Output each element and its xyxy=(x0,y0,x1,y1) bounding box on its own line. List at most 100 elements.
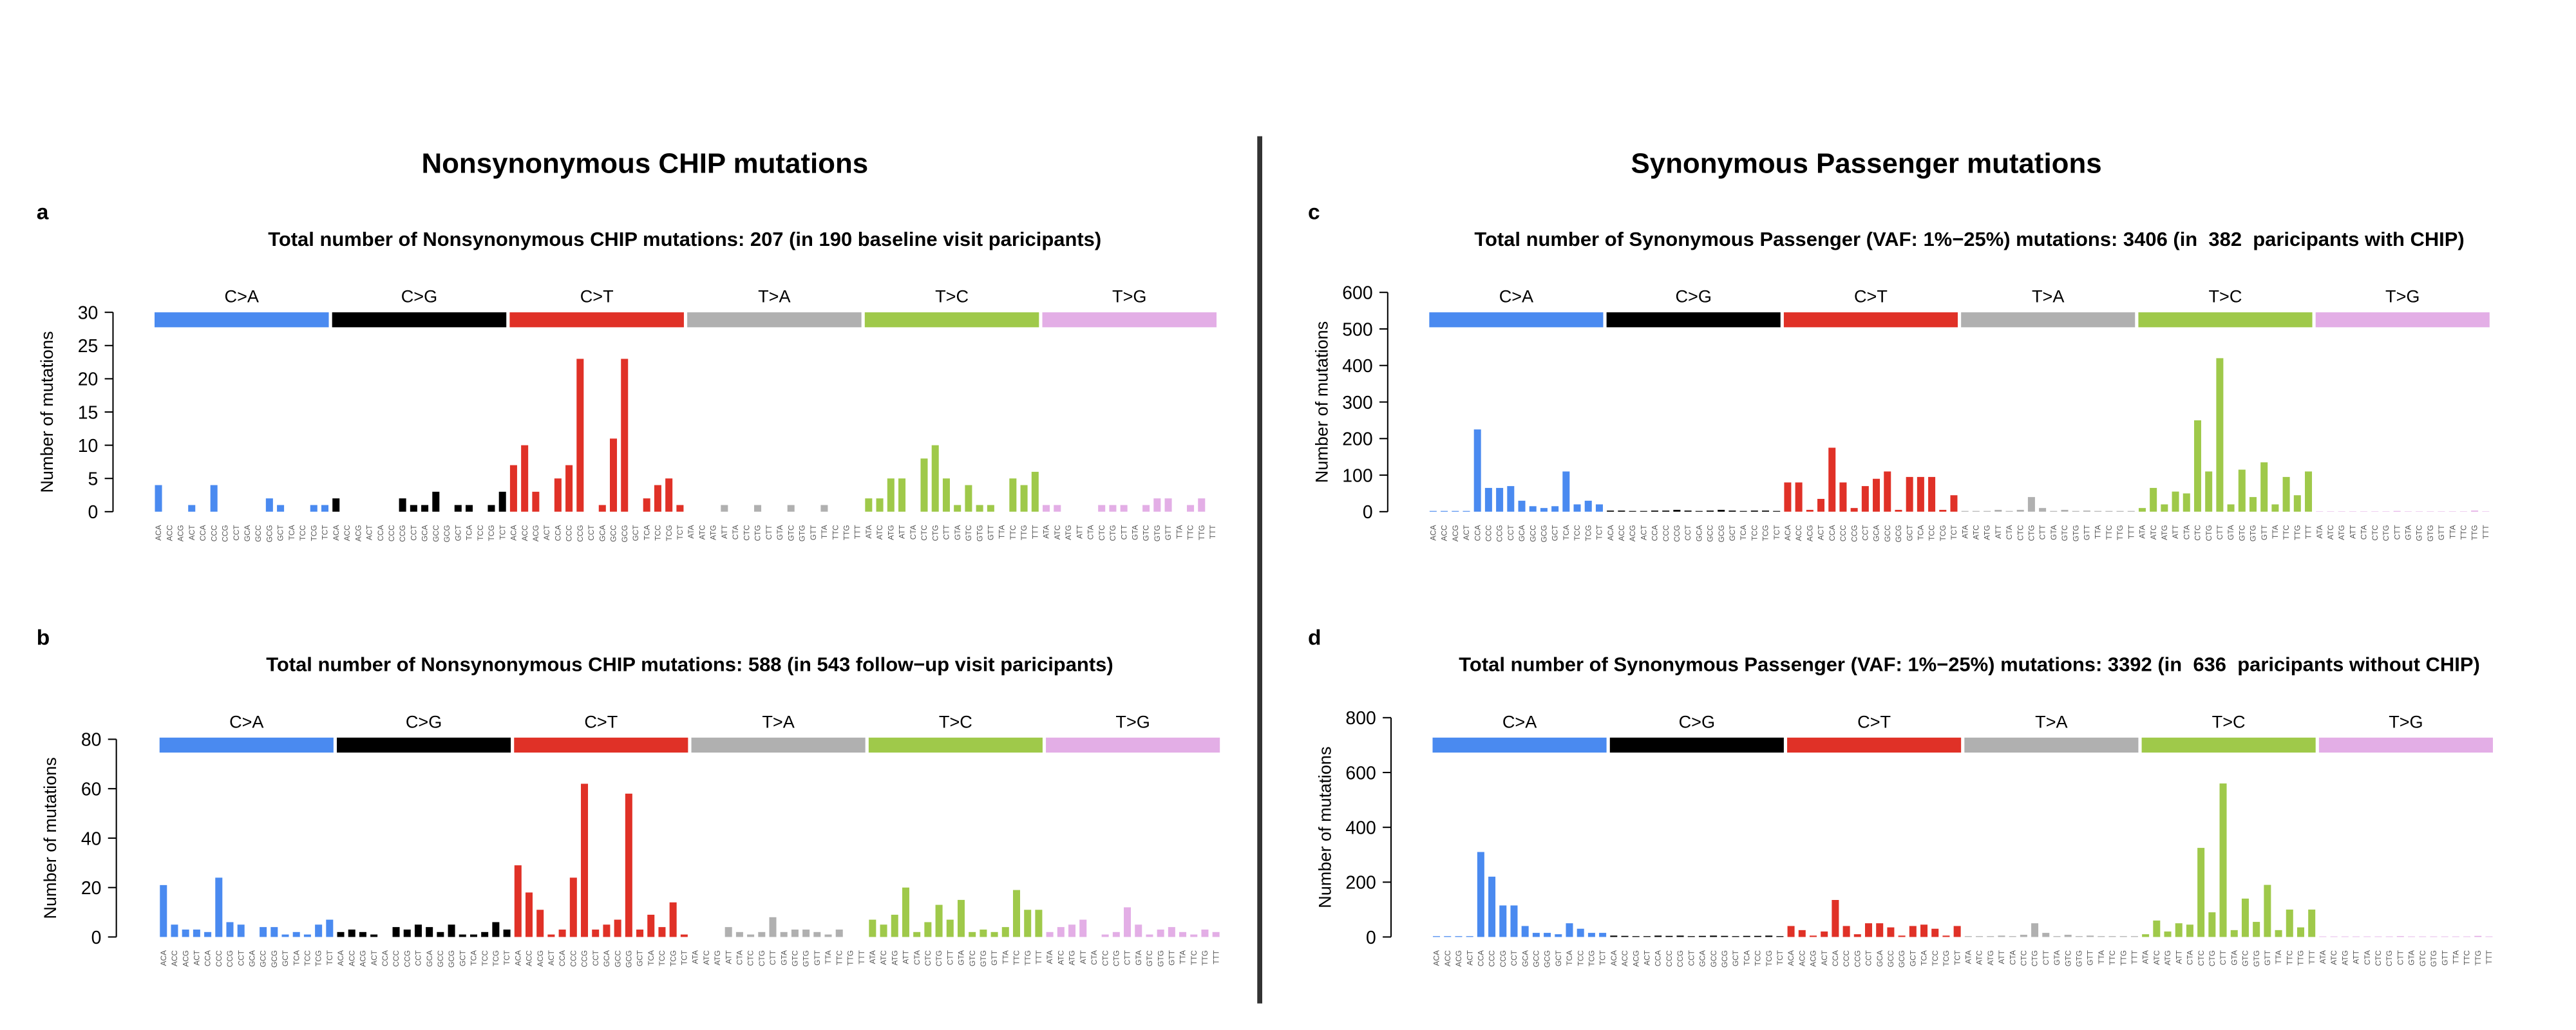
x-tick-label: ACC xyxy=(1620,950,1629,966)
bar xyxy=(2098,936,2105,937)
y-tick-label: 0 xyxy=(88,502,98,523)
bar xyxy=(1942,935,1950,937)
bar xyxy=(1776,936,1784,937)
bar xyxy=(2083,510,2090,512)
x-tick-label: CTG xyxy=(2208,950,2217,966)
x-tick-label: GTG xyxy=(798,525,807,541)
x-tick-label: CTC xyxy=(746,950,755,966)
bar xyxy=(1739,510,1747,512)
x-tick-label: TTT xyxy=(857,950,866,964)
bar xyxy=(1544,933,1551,937)
bar xyxy=(676,505,684,512)
bar xyxy=(1773,510,1781,512)
bar xyxy=(2197,848,2205,937)
bar xyxy=(1809,935,1817,937)
bar xyxy=(226,922,234,937)
bar xyxy=(2238,469,2246,512)
x-tick-label: TTA xyxy=(1179,950,1188,964)
x-tick-label: GCG xyxy=(1897,950,1906,968)
group-strip xyxy=(337,737,511,753)
x-tick-label: CCA xyxy=(558,950,567,966)
x-tick-label: CTT xyxy=(2396,950,2405,965)
x-tick-label: TCA xyxy=(292,950,301,966)
x-tick-label: ACA xyxy=(1786,950,1795,966)
bar xyxy=(292,932,300,937)
x-tick-label: CCC xyxy=(1488,950,1497,967)
y-tick-label: 600 xyxy=(1345,763,1376,783)
group-strip xyxy=(1964,737,2139,753)
x-tick-label: TTC xyxy=(2105,525,2114,539)
x-tick-label: GCG xyxy=(442,525,451,542)
x-tick-label: TCC xyxy=(1931,950,1940,966)
bar xyxy=(576,359,584,512)
bar xyxy=(2119,936,2127,937)
bar xyxy=(1732,936,1739,937)
y-tick-label: 20 xyxy=(78,370,99,390)
x-tick-label: CCT xyxy=(587,525,596,540)
bar xyxy=(735,932,743,937)
bar xyxy=(1787,926,1795,937)
x-tick-label: ATG xyxy=(1068,950,1077,966)
x-tick-label: CCT xyxy=(591,950,600,966)
x-tick-label: TCG xyxy=(665,525,674,541)
x-tick-label: GTA xyxy=(775,525,784,540)
x-tick-label: GTT xyxy=(2083,525,2092,540)
x-tick-label: GCT xyxy=(1731,950,1740,966)
group-strip xyxy=(155,312,329,328)
x-tick-label: TCA xyxy=(287,525,296,540)
bar xyxy=(1518,500,1526,512)
bar xyxy=(1698,935,1706,937)
bar xyxy=(957,899,965,937)
bar xyxy=(636,929,644,937)
x-tick-label: GTT xyxy=(987,525,996,540)
x-tick-label: ACT xyxy=(1820,950,1829,966)
bar xyxy=(2219,783,2227,937)
x-tick-label: GCA xyxy=(1520,950,1530,967)
bar xyxy=(1987,936,1994,937)
x-tick-label: GTG xyxy=(2252,950,2261,967)
bar xyxy=(1555,934,1562,937)
group-label: C>G xyxy=(1675,286,1711,306)
x-tick-label: TTA xyxy=(2448,525,2457,539)
bar xyxy=(865,498,873,512)
bar xyxy=(547,934,555,937)
panel-label: c xyxy=(1308,201,1320,225)
bar xyxy=(721,505,728,512)
bar xyxy=(614,919,621,937)
panel-label: d xyxy=(1308,626,1321,650)
bar xyxy=(2282,476,2290,512)
x-tick-label: TTG xyxy=(2293,525,2302,540)
bar xyxy=(1887,927,1895,937)
x-tick-label: CTC xyxy=(742,525,751,541)
x-tick-label: GTG xyxy=(1153,525,1162,541)
x-tick-label: ATG xyxy=(1064,525,1073,540)
bar xyxy=(1798,930,1806,937)
y-tick-label: 10 xyxy=(78,436,99,456)
bar xyxy=(370,934,378,937)
bar xyxy=(1873,478,1880,512)
bar xyxy=(2297,927,2304,937)
bar xyxy=(2216,358,2224,512)
x-tick-label: TCG xyxy=(491,950,500,966)
x-tick-label: CCC xyxy=(209,525,218,541)
group-label: T>C xyxy=(2209,286,2242,306)
x-tick-label: GCG xyxy=(620,525,629,542)
x-tick-label: CCT xyxy=(1861,525,1870,540)
x-tick-label: GCT xyxy=(1551,525,1560,541)
bar xyxy=(2142,934,2150,937)
y-tick-label: 800 xyxy=(1345,708,1376,729)
x-tick-label: CTG xyxy=(2027,525,2036,541)
bar xyxy=(1864,923,1873,937)
bar xyxy=(2175,923,2183,937)
x-tick-label: ATA xyxy=(1042,525,1051,538)
x-tick-label: GCG xyxy=(1540,525,1549,542)
x-tick-label: GTC xyxy=(2241,950,2250,966)
x-tick-label: ACT xyxy=(1817,525,1826,540)
x-tick-label: TTG xyxy=(2116,525,2125,540)
x-tick-label: CTG xyxy=(2204,525,2213,541)
bar xyxy=(414,924,422,937)
x-tick-label: TCC xyxy=(1750,525,1759,541)
bar xyxy=(2164,931,2172,937)
bar xyxy=(665,478,673,512)
